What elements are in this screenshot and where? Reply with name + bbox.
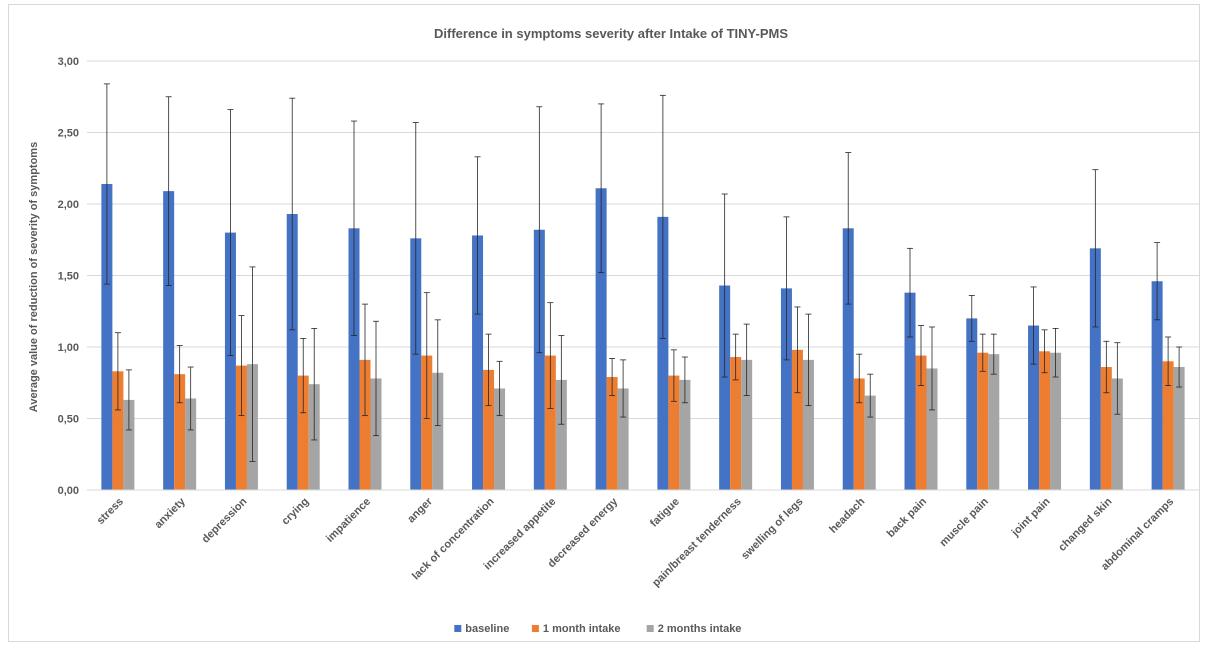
bar: [966, 318, 978, 490]
bar: [617, 388, 629, 490]
bar: [791, 349, 803, 490]
y-tick-label: 0,00: [58, 485, 79, 497]
bar: [235, 365, 247, 490]
bar: [926, 368, 938, 490]
bar: [668, 375, 680, 490]
bar: [297, 375, 309, 490]
chart-title: Difference in symptoms severity after In…: [434, 26, 788, 41]
bar: [741, 359, 753, 490]
bar: [359, 359, 371, 490]
error-bars: [103, 83, 1183, 462]
bar: [472, 235, 484, 490]
bar: [657, 216, 669, 490]
legend-swatch: [531, 625, 539, 632]
bar: [432, 372, 444, 490]
bar: [977, 352, 989, 490]
bar: [915, 355, 927, 490]
bar: [163, 191, 175, 490]
bar: [730, 357, 742, 490]
bar: [421, 355, 433, 490]
bar: [1151, 281, 1163, 490]
x-tick-label: back pain: [885, 495, 930, 540]
bar: [1173, 367, 1185, 490]
bar: [286, 214, 298, 490]
y-axis-label: Average value of reduction of severity o…: [28, 142, 40, 412]
bar: [555, 379, 567, 490]
bar: [802, 359, 814, 490]
x-tick-label: fatigue: [648, 496, 682, 530]
y-tick-label: 1,50: [58, 271, 79, 283]
y-axis: 0,00 0,50 1,00 1,50 2,00 2,50 3,00: [58, 56, 79, 497]
x-tick-label: crying: [280, 496, 312, 528]
legend-label: 1 month intake: [543, 623, 621, 635]
bar: [123, 399, 135, 490]
bar: [595, 188, 607, 490]
x-tick-label: changed skin: [1056, 495, 1114, 553]
x-tick-label: stress: [95, 496, 126, 527]
bar: [864, 395, 876, 490]
bar: [1039, 351, 1051, 490]
bar: [679, 379, 691, 490]
x-tick-label: swelling of legs: [739, 496, 805, 562]
bar: [494, 388, 506, 490]
bar: [853, 378, 865, 490]
bar: [1162, 361, 1174, 490]
x-tick-label: anxiety: [152, 495, 188, 531]
legend-swatch: [454, 625, 462, 632]
bar: [606, 377, 618, 490]
bar: [224, 232, 236, 490]
x-tick-label: depression: [200, 495, 250, 545]
bar: [1089, 248, 1101, 490]
chart-svg: Difference in symptoms severity after In…: [28, 26, 1199, 635]
y-tick-label: 1,00: [58, 342, 79, 354]
x-tick-label: joint pain: [1009, 495, 1053, 539]
bar: [842, 228, 854, 490]
bar: [988, 354, 1000, 490]
bar: [719, 285, 731, 490]
y-tick-label: 2,00: [58, 199, 79, 211]
bar: [1100, 367, 1112, 490]
bar: [544, 355, 556, 490]
y-tick-label: 2,50: [58, 128, 79, 140]
x-tick-label: decreased energy: [546, 495, 621, 570]
bar: [410, 238, 422, 490]
x-tick-label: headach: [827, 495, 867, 535]
bar: [533, 229, 545, 491]
legend: baseline 1 month intake 2 months intake: [454, 623, 741, 635]
x-axis: stress anxiety depression crying impatience a…: [87, 489, 1199, 589]
bar: [112, 371, 124, 490]
bar: [780, 288, 792, 490]
bar: [1111, 378, 1123, 490]
legend-swatch: [646, 625, 654, 632]
bar: [185, 398, 197, 490]
bars: [101, 183, 1185, 491]
x-tick-label: anger: [405, 495, 435, 525]
bar: [1050, 352, 1062, 490]
y-tick-label: 3,00: [58, 56, 79, 68]
bar: [904, 292, 916, 490]
gridlines: [87, 60, 1199, 491]
bar: [1028, 325, 1040, 490]
x-tick-label: impatience: [324, 496, 373, 545]
bar: [174, 374, 186, 490]
chart-frame: Difference in symptoms severity after In…: [8, 4, 1200, 642]
legend-label: baseline: [465, 623, 509, 635]
x-tick-label: muscle pain: [937, 495, 991, 549]
y-tick-label: 0,50: [58, 414, 79, 426]
bar: [101, 183, 113, 491]
bar: [483, 369, 495, 490]
bar: [348, 228, 360, 490]
legend-label: 2 months intake: [658, 623, 742, 635]
